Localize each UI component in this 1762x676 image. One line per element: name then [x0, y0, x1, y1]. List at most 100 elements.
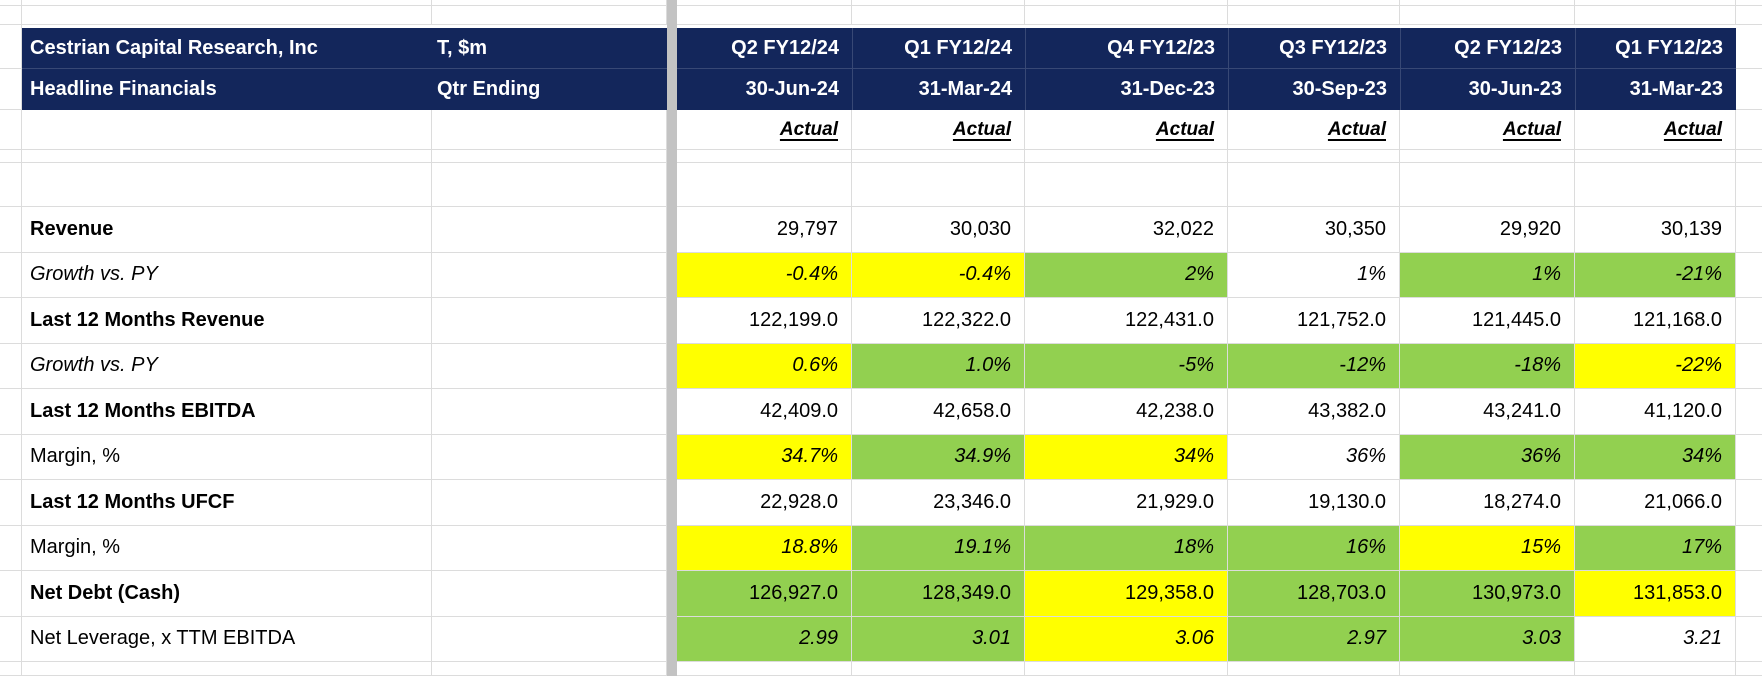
value-cell[interactable]: 0.6% [677, 343, 852, 389]
spacer-cell[interactable] [22, 0, 432, 6]
spacer-cell[interactable] [432, 252, 667, 298]
value-cell[interactable]: 121,752.0 [1228, 298, 1400, 344]
value-cell[interactable]: 30,030 [852, 207, 1025, 253]
spacer-cell[interactable] [852, 6, 1025, 25]
spacer-cell[interactable] [0, 389, 22, 435]
date-header-cell[interactable]: 30-Jun-23 [1400, 69, 1575, 110]
unit-cell[interactable]: T, $m [432, 28, 667, 69]
spacer-cell[interactable] [432, 525, 667, 571]
spacer-cell[interactable] [0, 150, 22, 163]
value-cell[interactable]: 23,346.0 [852, 480, 1025, 526]
spacer-cell[interactable] [677, 150, 852, 163]
value-cell[interactable]: -22% [1575, 343, 1736, 389]
spacer-cell[interactable] [0, 662, 22, 676]
spacer-cell[interactable] [22, 662, 432, 676]
spacer-cell[interactable] [432, 298, 667, 344]
value-cell[interactable]: 17% [1575, 525, 1736, 571]
value-cell[interactable]: 122,322.0 [852, 298, 1025, 344]
spacer-cell[interactable] [1228, 6, 1400, 25]
value-cell[interactable]: 43,241.0 [1400, 389, 1575, 435]
status-cell[interactable]: Actual [677, 110, 852, 150]
row-label-cell[interactable]: Growth vs. PY [22, 343, 432, 389]
status-cell[interactable]: Actual [1228, 110, 1400, 150]
spacer-cell[interactable] [0, 571, 22, 617]
value-cell[interactable]: -0.4% [852, 252, 1025, 298]
value-cell[interactable]: 3.06 [1025, 616, 1228, 662]
spacer-cell[interactable] [432, 434, 667, 480]
date-header-cell[interactable]: 31-Mar-24 [852, 69, 1025, 110]
value-cell[interactable]: 18,274.0 [1400, 480, 1575, 526]
spacer-cell[interactable] [1400, 662, 1575, 676]
date-header-cell[interactable]: 30-Sep-23 [1228, 69, 1400, 110]
value-cell[interactable]: -12% [1228, 343, 1400, 389]
spacer-cell[interactable] [432, 343, 667, 389]
spacer-cell[interactable] [0, 110, 22, 150]
row-label-cell[interactable]: Net Debt (Cash) [22, 571, 432, 617]
spacer-cell[interactable] [0, 298, 22, 344]
value-cell[interactable]: 29,920 [1400, 207, 1575, 253]
spacer-cell[interactable] [677, 6, 852, 25]
value-cell[interactable]: 2.97 [1228, 616, 1400, 662]
spacer-cell[interactable] [1228, 662, 1400, 676]
spacer-cell[interactable] [0, 207, 22, 253]
quarter-header-cell[interactable]: Q2 FY12/23 [1400, 28, 1575, 69]
value-cell[interactable]: 34.9% [852, 434, 1025, 480]
value-cell[interactable]: 19,130.0 [1228, 480, 1400, 526]
spacer-cell[interactable] [432, 389, 667, 435]
value-cell[interactable]: 2% [1025, 252, 1228, 298]
status-cell[interactable]: Actual [1025, 110, 1228, 150]
spacer-cell[interactable] [0, 252, 22, 298]
value-cell[interactable]: 34% [1575, 434, 1736, 480]
value-cell[interactable]: 30,350 [1228, 207, 1400, 253]
spacer-cell[interactable] [1400, 0, 1575, 6]
value-cell[interactable]: 122,431.0 [1025, 298, 1228, 344]
spacer-cell[interactable] [0, 6, 22, 25]
value-cell[interactable]: -5% [1025, 343, 1228, 389]
spacer-cell[interactable] [1400, 163, 1575, 207]
spacer-cell[interactable] [1400, 6, 1575, 25]
value-cell[interactable]: 21,066.0 [1575, 480, 1736, 526]
quarter-header-cell[interactable]: Q1 FY12/23 [1575, 28, 1736, 69]
spacer-cell[interactable] [22, 110, 432, 150]
date-header-cell[interactable]: 31-Mar-23 [1575, 69, 1736, 110]
value-cell[interactable]: 22,928.0 [677, 480, 852, 526]
spacer-cell[interactable] [432, 6, 667, 25]
value-cell[interactable]: 19.1% [852, 525, 1025, 571]
value-cell[interactable]: 41,120.0 [1575, 389, 1736, 435]
status-cell[interactable]: Actual [1400, 110, 1575, 150]
value-cell[interactable]: 43,382.0 [1228, 389, 1400, 435]
date-header-cell[interactable]: 31-Dec-23 [1025, 69, 1228, 110]
spacer-cell[interactable] [0, 525, 22, 571]
spacer-cell[interactable] [0, 69, 22, 110]
value-cell[interactable]: 32,022 [1025, 207, 1228, 253]
report-title-cell[interactable]: Headline Financials [22, 69, 432, 110]
value-cell[interactable]: 3.01 [852, 616, 1025, 662]
spacer-cell[interactable] [677, 163, 852, 207]
spacer-cell[interactable] [1575, 662, 1736, 676]
spacer-cell[interactable] [0, 0, 22, 6]
spacer-cell[interactable] [22, 163, 432, 207]
value-cell[interactable]: 42,238.0 [1025, 389, 1228, 435]
spacer-cell[interactable] [0, 616, 22, 662]
value-cell[interactable]: 121,168.0 [1575, 298, 1736, 344]
value-cell[interactable]: 34% [1025, 434, 1228, 480]
value-cell[interactable]: 29,797 [677, 207, 852, 253]
spacer-cell[interactable] [432, 163, 667, 207]
spacer-cell[interactable] [1025, 662, 1228, 676]
status-cell[interactable]: Actual [852, 110, 1025, 150]
value-cell[interactable]: 30,139 [1575, 207, 1736, 253]
row-label-cell[interactable]: Last 12 Months UFCF [22, 480, 432, 526]
spacer-cell[interactable] [432, 616, 667, 662]
spacer-cell[interactable] [1228, 0, 1400, 6]
value-cell[interactable]: 18% [1025, 525, 1228, 571]
value-cell[interactable]: 1.0% [852, 343, 1025, 389]
row-label-cell[interactable]: Revenue [22, 207, 432, 253]
value-cell[interactable]: -0.4% [677, 252, 852, 298]
frozen-pane-divider[interactable] [667, 0, 677, 676]
row-label-cell[interactable]: Margin, % [22, 525, 432, 571]
spacer-cell[interactable] [1575, 6, 1736, 25]
spacer-cell[interactable] [432, 150, 667, 163]
value-cell[interactable]: 130,973.0 [1400, 571, 1575, 617]
spacer-cell[interactable] [1575, 0, 1736, 6]
row-label-cell[interactable]: Net Leverage, x TTM EBITDA [22, 616, 432, 662]
